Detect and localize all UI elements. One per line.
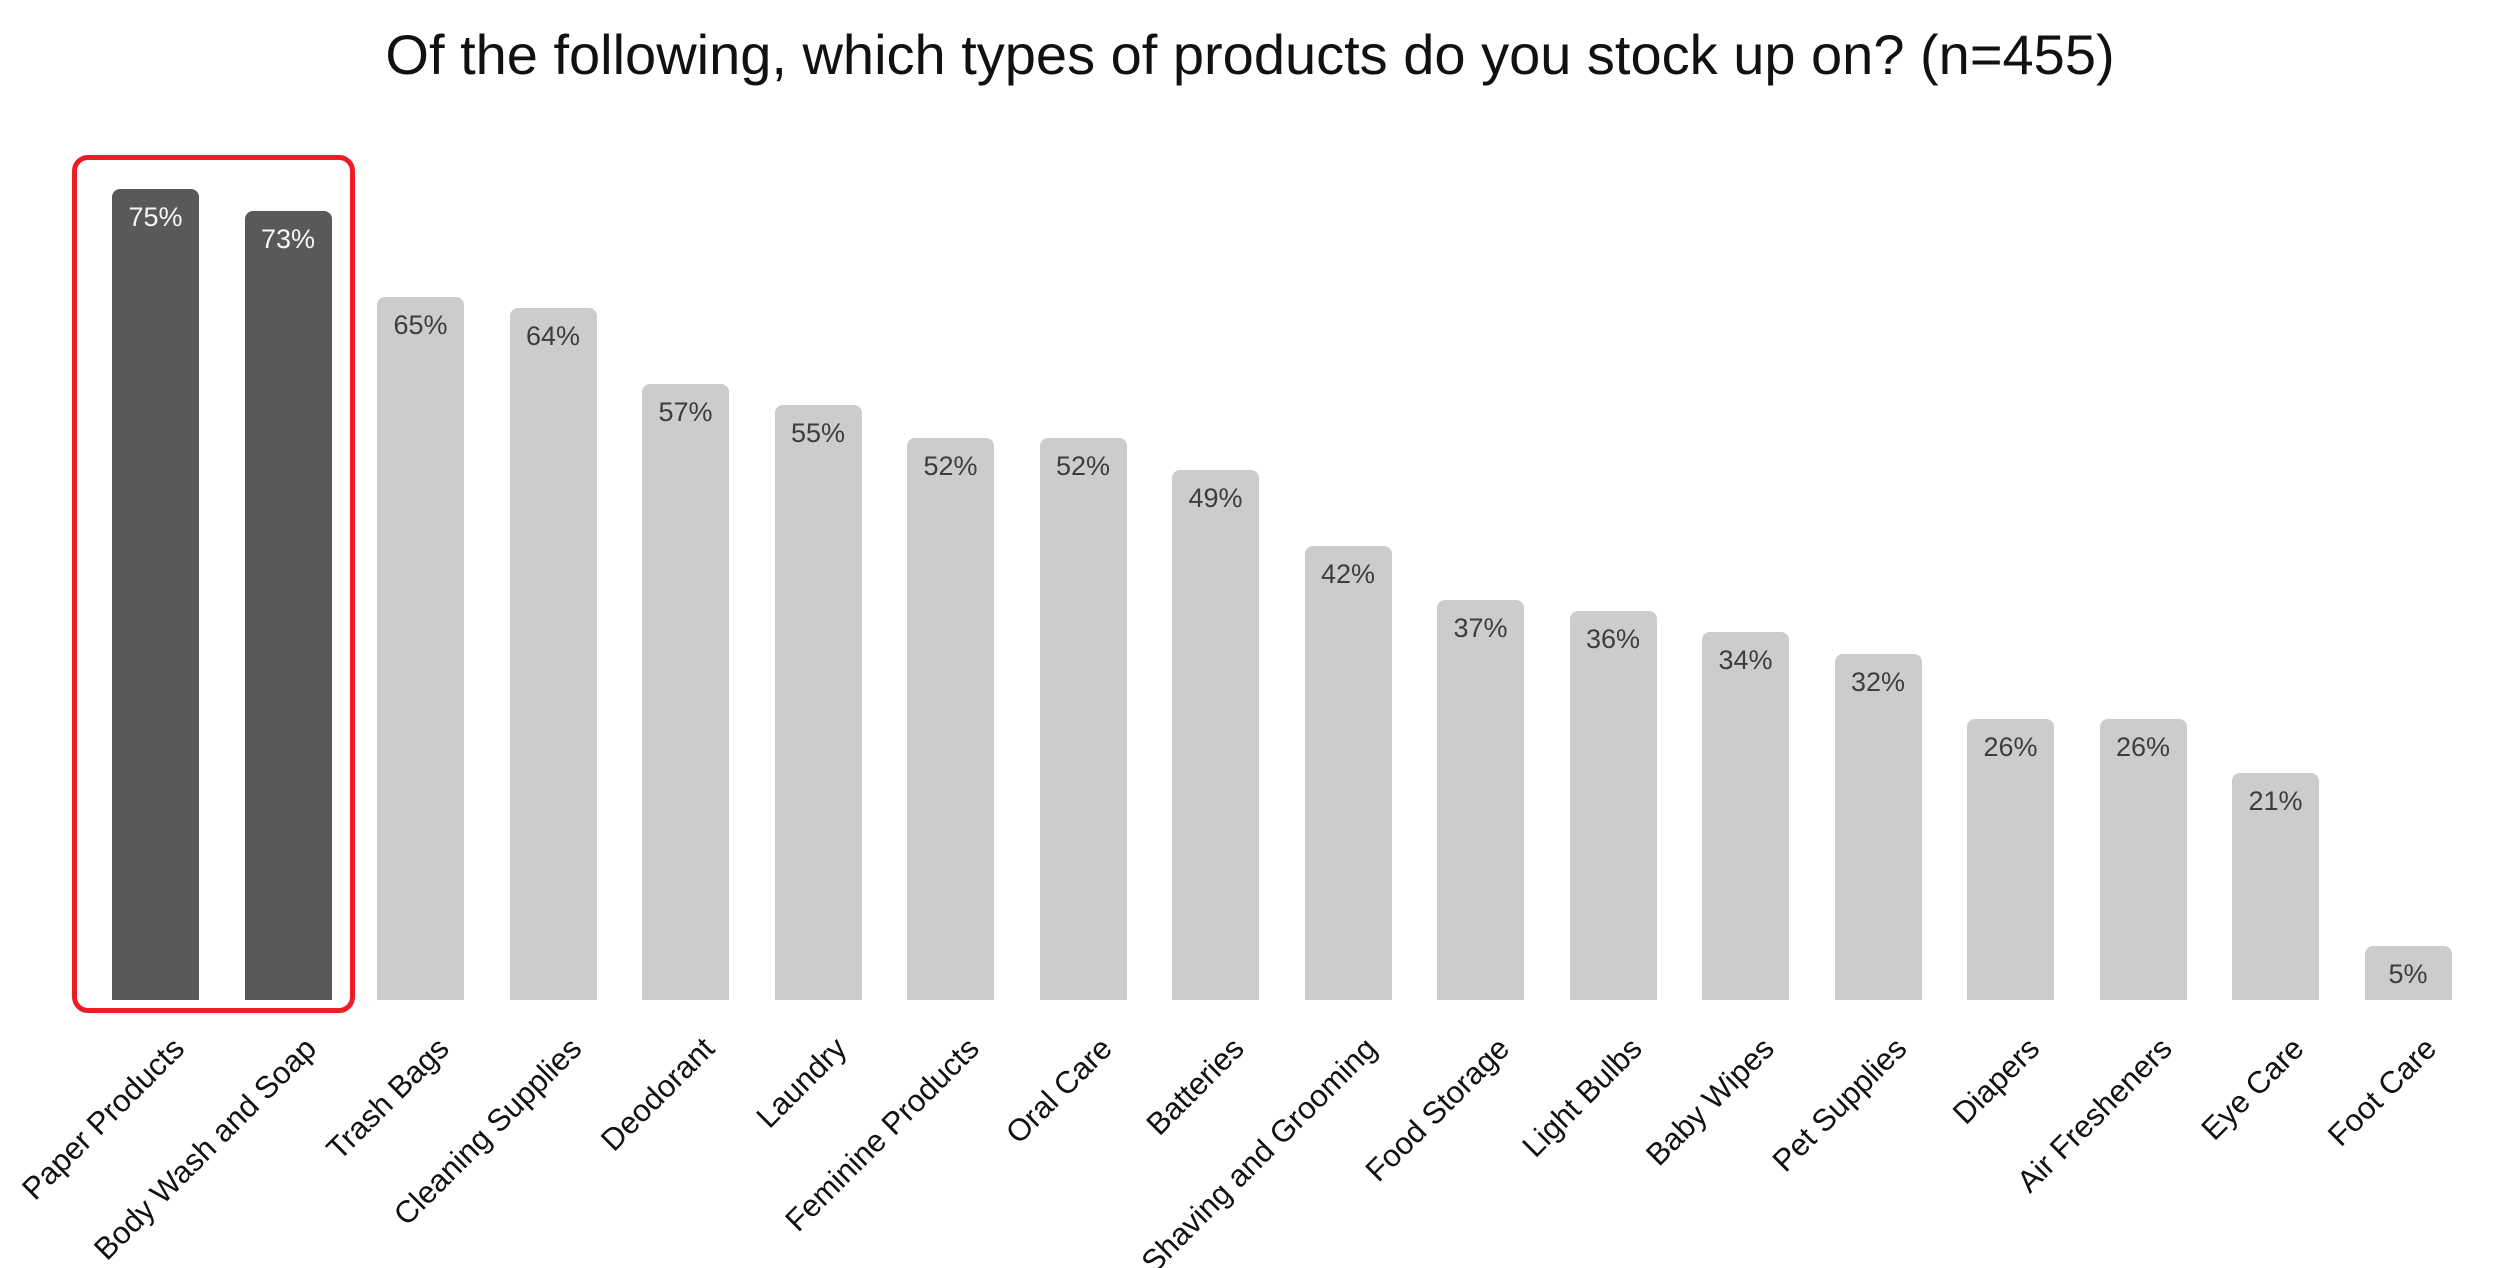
- bar: 75%: [112, 189, 199, 1000]
- bar: 26%: [1967, 719, 2054, 1000]
- category-label: Baby Wipes: [1639, 1030, 1781, 1173]
- bar: 5%: [2364, 946, 2452, 1000]
- bar: 34%: [1702, 632, 1789, 1000]
- category-label: Pet Supplies: [1765, 1030, 1914, 1179]
- bar-value-label: 32%: [1850, 667, 1906, 697]
- bar: 73%: [244, 211, 332, 1000]
- bar-value-label: 65%: [393, 310, 448, 340]
- bar: 52%: [907, 438, 994, 1000]
- category-label: Eye Care: [2194, 1030, 2311, 1147]
- bar: 32%: [1834, 654, 1922, 1000]
- bar: 55%: [774, 405, 862, 1000]
- bar: 26%: [2099, 719, 2187, 1000]
- bar-value-label: 73%: [260, 224, 316, 254]
- bar-value-label: 52%: [1055, 451, 1111, 481]
- bar-value-label: 21%: [2248, 786, 2303, 816]
- category-label: Trash Bags: [319, 1030, 456, 1167]
- bar-value-label: 55%: [790, 418, 846, 448]
- bar: 49%: [1172, 470, 1259, 1000]
- category-label: Body Wash and Soap: [87, 1030, 324, 1267]
- bar: 64%: [509, 308, 597, 1000]
- bar: 37%: [1437, 600, 1524, 1000]
- category-label: Deodorant: [593, 1030, 721, 1158]
- category-label: Laundry: [749, 1030, 854, 1135]
- bar: 57%: [642, 384, 729, 1000]
- bar-value-label: 64%: [525, 321, 581, 351]
- bar: 65%: [377, 297, 464, 1000]
- bar-value-label: 49%: [1188, 483, 1243, 513]
- bar-value-label: 26%: [2115, 732, 2171, 762]
- category-label: Diapers: [1945, 1030, 2046, 1131]
- bar: 52%: [1039, 438, 1127, 1000]
- category-label: Light Bulbs: [1515, 1030, 1649, 1164]
- bar-value-label: 5%: [2388, 959, 2428, 989]
- bar-value-label: 26%: [1983, 732, 2038, 762]
- bar-value-label: 42%: [1320, 559, 1376, 589]
- category-label: Batteries: [1139, 1030, 1251, 1142]
- bar-value-label: 57%: [658, 397, 713, 427]
- bar: 36%: [1569, 611, 1657, 1000]
- category-label: Foot Care: [2321, 1030, 2444, 1153]
- chart-title: Of the following, which types of product…: [385, 23, 2115, 86]
- bar-value-label: 75%: [128, 202, 183, 232]
- bar-value-label: 37%: [1453, 613, 1508, 643]
- highlight-box: [72, 155, 355, 1013]
- bar-value-label: 34%: [1718, 645, 1773, 675]
- bar: 21%: [2232, 773, 2319, 1000]
- bar-value-label: 52%: [923, 451, 978, 481]
- category-label: Oral Care: [998, 1030, 1119, 1151]
- bar-value-label: 36%: [1585, 624, 1641, 654]
- bar: 42%: [1304, 546, 1392, 1000]
- category-label: Shaving and Grooming: [1134, 1030, 1384, 1268]
